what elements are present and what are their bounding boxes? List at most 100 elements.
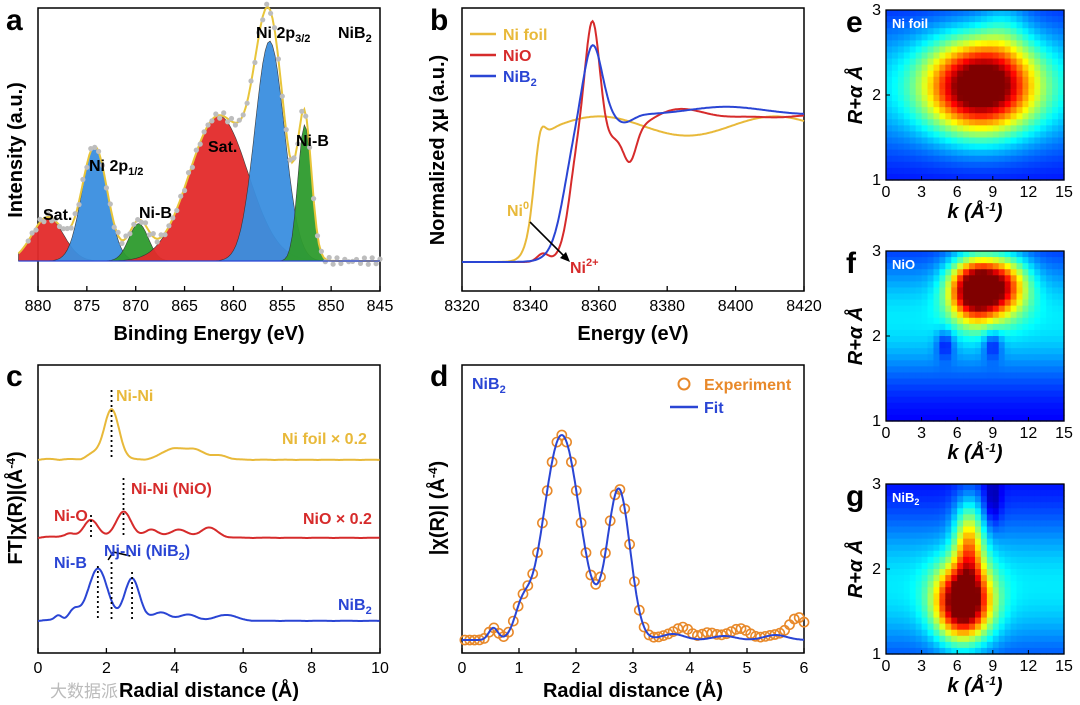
xps-data-point xyxy=(170,215,176,221)
heatmap-cell xyxy=(903,251,911,258)
xps-data-point xyxy=(334,255,340,261)
heatmap-cell xyxy=(921,167,929,175)
heatmap-cell xyxy=(1058,52,1065,60)
heatmap-cell xyxy=(915,58,923,66)
heatmap-cell xyxy=(986,396,994,404)
heatmap-cell xyxy=(909,40,917,48)
heatmap-cell xyxy=(986,293,994,301)
heatmap-cell xyxy=(897,161,905,169)
heatmap-cell xyxy=(998,611,1006,619)
heatmap-cell xyxy=(909,161,917,169)
heatmap-cell xyxy=(1040,293,1047,301)
heatmap-cell xyxy=(939,396,946,404)
heatmap-cell xyxy=(1058,88,1065,96)
heatmap-cell xyxy=(886,311,893,319)
heatmap-cell xyxy=(1052,167,1059,175)
heatmap-cell xyxy=(933,496,940,503)
heatmap-cell xyxy=(951,587,958,594)
heatmap-cell xyxy=(927,538,935,546)
heatmap-cell xyxy=(939,538,946,546)
heatmap-cell xyxy=(921,113,929,120)
heatmap-cell xyxy=(909,52,917,60)
heatmap-cell xyxy=(903,257,911,264)
heatmap-cell xyxy=(975,46,982,54)
heatmap-cell xyxy=(951,16,958,23)
heatmap-cell xyxy=(897,76,905,84)
heatmap-cell xyxy=(927,281,935,289)
heatmap-cell xyxy=(933,143,940,151)
heatmap-cell xyxy=(1034,336,1041,343)
heatmap-cell xyxy=(933,550,940,558)
heatmap-cell xyxy=(963,569,970,576)
heatmap-cell xyxy=(957,641,964,649)
heatmap-cell xyxy=(980,342,988,349)
heatmap-cell xyxy=(1058,526,1065,534)
heatmap-cell xyxy=(1046,149,1053,157)
heatmap-cell xyxy=(1034,40,1041,48)
heatmap-cell xyxy=(927,550,935,558)
legend-marker-experiment xyxy=(677,377,691,391)
heatmap-cell xyxy=(1046,263,1053,270)
heatmap-cell xyxy=(969,167,976,175)
heatmap-cell xyxy=(1004,348,1012,355)
heatmap-cell xyxy=(992,520,1000,528)
heatmap-cell xyxy=(921,149,929,157)
arrow-ni0-to-ni2 xyxy=(529,221,569,261)
heatmap-cell xyxy=(1010,299,1018,307)
heatmap-cell xyxy=(957,514,964,522)
heatmap-cell xyxy=(957,119,964,126)
heatmap-cell xyxy=(998,70,1006,78)
heatmap-cell xyxy=(945,641,952,649)
heatmap-cell xyxy=(939,408,946,416)
heatmap-cell xyxy=(933,287,940,295)
heatmap-cell xyxy=(957,251,964,258)
heatmap-cell xyxy=(886,508,893,515)
heatmap-cell xyxy=(939,323,946,331)
heatmap-cell xyxy=(986,257,994,264)
heatmap-cell xyxy=(998,167,1006,175)
heatmap-cell xyxy=(1028,28,1035,35)
heatmap-cell xyxy=(939,28,946,35)
panel-c: c 0 2 4 6 8 10 Ni-Ni Ni foil × 0.2 Ni-Ni (NiO… xyxy=(3,360,389,702)
heatmap-cell xyxy=(957,131,964,139)
heatmap-x-tick-label: 0 xyxy=(882,425,891,442)
heatmap-cell xyxy=(891,269,899,276)
heatmap-cell xyxy=(1016,526,1024,534)
heatmap-cell xyxy=(992,490,1000,497)
heatmap-cell xyxy=(969,10,976,17)
heatmap-cell xyxy=(1010,581,1018,588)
heatmap-cell xyxy=(969,287,976,295)
heatmap-cell xyxy=(891,605,899,613)
heatmap-cell xyxy=(975,569,982,576)
heatmap-cell xyxy=(980,641,988,649)
heatmap-cell xyxy=(909,484,917,491)
heatmap-cell xyxy=(963,611,970,619)
heatmap-cell xyxy=(909,329,917,337)
heatmap-cell xyxy=(963,293,970,301)
heatmap-cell xyxy=(915,484,923,491)
heatmap-cell xyxy=(998,384,1006,392)
heatmap-cell xyxy=(1040,125,1047,133)
heatmap-cell xyxy=(1004,520,1012,528)
heatmap-cell xyxy=(1028,167,1035,175)
heatmap-cell xyxy=(969,52,976,60)
heatmap-cell xyxy=(992,167,1000,175)
heatmap-cell xyxy=(1046,550,1053,558)
heatmap-cell xyxy=(980,599,988,607)
heatmap-cell xyxy=(992,46,1000,54)
heatmap-cell xyxy=(986,575,994,582)
heatmap-cell xyxy=(986,131,994,139)
heatmap-cell xyxy=(1028,107,1035,114)
heatmap-cell xyxy=(992,52,1000,60)
heatmap-cell xyxy=(963,323,970,331)
heatmap-cell xyxy=(1004,502,1012,509)
heatmap-cell xyxy=(1046,396,1053,404)
heatmap-cell xyxy=(1022,502,1029,509)
heatmap-x-tick-label: 3 xyxy=(917,184,926,201)
heatmap-cell xyxy=(921,562,929,570)
heatmap-cell xyxy=(969,336,976,343)
heatmap-cell xyxy=(927,263,935,270)
heatmap-cell xyxy=(1022,251,1029,258)
heatmap-cell xyxy=(945,101,952,108)
heatmap-cell xyxy=(897,484,905,491)
